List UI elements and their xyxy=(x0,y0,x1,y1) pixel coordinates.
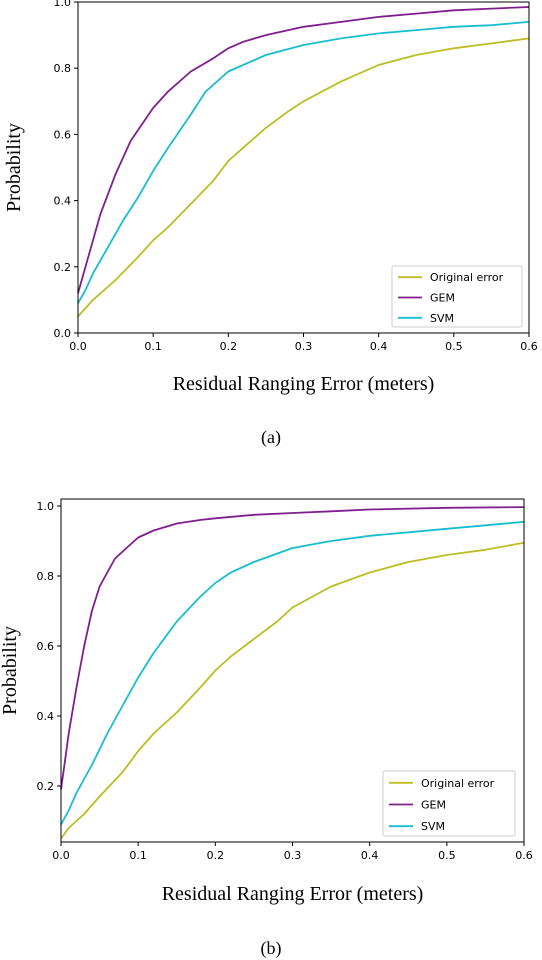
chart-a-ytick-label: 0.0 xyxy=(54,327,72,340)
chart-a-ytick-label: 0.8 xyxy=(54,62,72,75)
chart-a-ytick-label: 0.6 xyxy=(54,128,72,141)
chart-b-xtick-label: 0.4 xyxy=(361,849,379,862)
chart-b: 0.0 0.1 0.2 0.3 0.4 0.5 0.6 0.2 0.4 0.6 0.8 1.0 Resi… xyxy=(0,498,533,959)
chart-a-line-gem xyxy=(77,6,530,294)
chart-b-ytick-label: 0.2 xyxy=(37,780,55,793)
chart-b-y-axis-title: Probability xyxy=(0,626,21,715)
chart-b-xtick-label: 0.6 xyxy=(515,849,533,862)
chart-a-xtick-label: 0.0 xyxy=(69,340,87,353)
chart-a-legend-label: SVM xyxy=(430,312,454,325)
chart-a-xtick-label: 0.5 xyxy=(445,340,463,353)
chart-b-line-svm xyxy=(60,520,525,825)
chart-a-xtick-label: 0.3 xyxy=(295,340,313,353)
chart-b-xtick-label: 0.0 xyxy=(52,849,70,862)
chart-a-legend-box xyxy=(391,265,523,328)
chart-a-line-svm xyxy=(77,21,530,304)
chart-b-line-original-error xyxy=(60,541,525,840)
chart-b-ytick-label: 0.8 xyxy=(37,570,55,583)
chart-b-xtick-label: 0.1 xyxy=(129,849,147,862)
chart-b-legend: Original error GEM SVM xyxy=(382,770,516,837)
chart-a-ytick-label: 1.0 xyxy=(54,0,72,9)
chart-b-caption: (b) xyxy=(261,938,282,959)
chart-a-y-axis-title: Probability xyxy=(3,123,25,212)
chart-a-legend: Original error GEM SVM xyxy=(391,265,523,328)
chart-b-ytick-label: 0.6 xyxy=(37,640,55,653)
chart-b-xtick-label: 0.5 xyxy=(438,849,456,862)
chart-b-x-axis-title: Residual Ranging Error (meters) xyxy=(162,883,424,905)
chart-a-line-original-error xyxy=(77,37,530,318)
chart-a-legend-label: Original error xyxy=(430,271,504,284)
chart-b-legend-box xyxy=(382,770,516,837)
chart-b-xtick-label: 0.3 xyxy=(284,849,302,862)
chart-b-legend-label: GEM xyxy=(421,799,446,812)
chart-a-ytick-label: 0.4 xyxy=(54,195,72,208)
chart-a-xtick-label: 0.4 xyxy=(370,340,388,353)
chart-a-xtick-label: 0.1 xyxy=(144,340,162,353)
chart-a-xtick-label: 0.2 xyxy=(220,340,238,353)
chart-b-legend-label: Original error xyxy=(421,777,495,790)
chart-a-x-axis-title: Residual Ranging Error (meters) xyxy=(173,373,435,395)
chart-a-caption: (a) xyxy=(261,427,281,448)
chart-a: 0.0 0.1 0.2 0.3 0.4 0.5 0.6 0.0 0.2 0.4 0.6 0.8 1.0 R… xyxy=(3,0,538,448)
chart-a-xtick-label: 0.6 xyxy=(520,340,538,353)
chart-b-ytick-label: 1.0 xyxy=(37,500,55,513)
chart-a-legend-label: GEM xyxy=(430,292,455,305)
chart-b-ytick-label: 0.4 xyxy=(37,710,55,723)
chart-a-ytick-label: 0.2 xyxy=(54,261,72,274)
chart-b-line-gem xyxy=(60,506,525,790)
chart-b-xtick-label: 0.2 xyxy=(207,849,225,862)
chart-b-legend-label: SVM xyxy=(421,820,445,833)
